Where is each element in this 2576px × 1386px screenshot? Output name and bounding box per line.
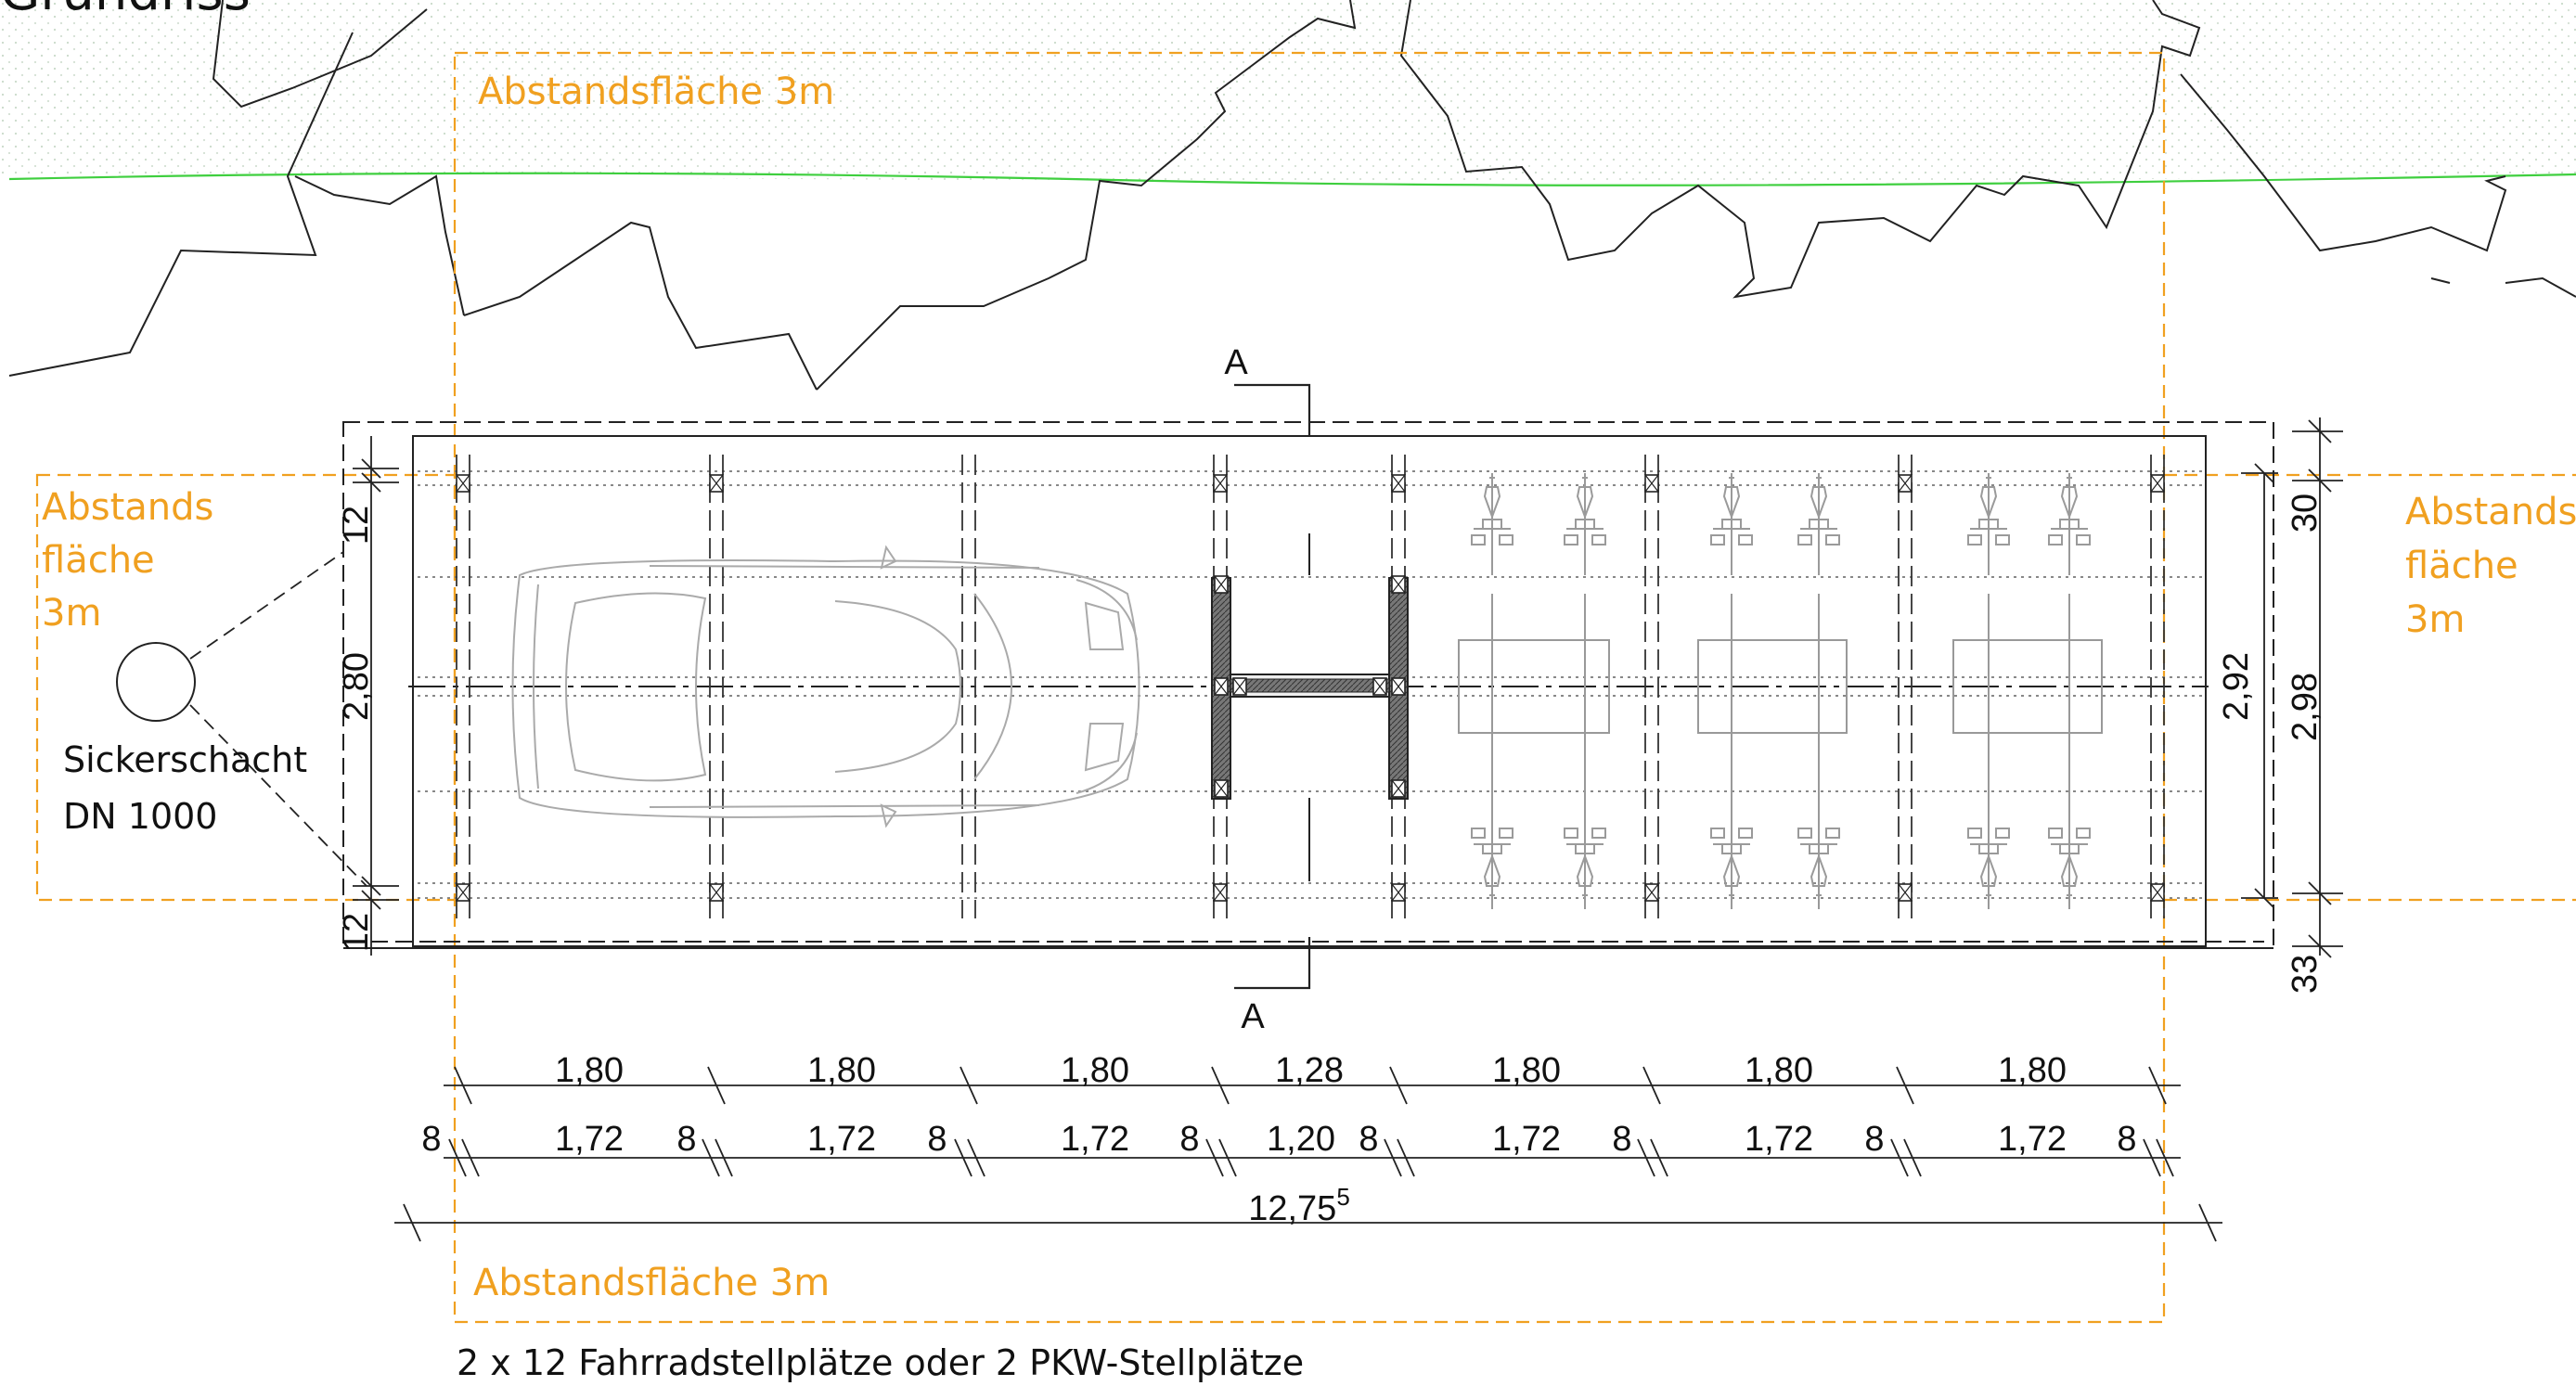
dim-left-middle: 2,80	[337, 652, 376, 721]
dim-left-top: 12	[337, 506, 376, 545]
dim-clear-1: 1,72	[555, 1120, 624, 1159]
dim-right-outer-middle: 2,98	[2286, 673, 2325, 741]
dim-bay-5: 1,80	[1492, 1051, 1561, 1090]
dim-clear-4: 1,20	[1267, 1120, 1335, 1159]
caption: 2 x 12 Fahrradstellplätze oder 2 PKW-Ste…	[457, 1342, 1304, 1383]
dim-clear-2: 1,72	[807, 1120, 876, 1159]
rock-outlines	[8, 0, 2576, 391]
dim-chains-bottom	[394, 1066, 2222, 1242]
dim-chain-right	[2241, 417, 2343, 958]
infiltration-shaft	[116, 551, 367, 887]
spacing-label-right-2: fläche	[2405, 545, 2518, 587]
section-marker-top: A	[1224, 343, 1248, 382]
dim-chain-left	[353, 436, 399, 956]
spacing-label-right-3: 3m	[2405, 598, 2465, 641]
dim-bay-3: 1,80	[1061, 1051, 1129, 1090]
dim-bay-7: 1,80	[1998, 1051, 2067, 1090]
dim-post-1: 8	[421, 1120, 441, 1159]
central-support-frame	[1211, 533, 1409, 881]
dim-post-2: 8	[676, 1120, 696, 1159]
dim-bay-2: 1,80	[807, 1051, 876, 1090]
section-markers: A A	[1224, 343, 1311, 1036]
dim-total: 12,755	[1248, 1183, 1350, 1228]
dim-post-5: 8	[1359, 1120, 1378, 1159]
spacing-label-left-2: fläche	[42, 539, 155, 582]
dim-post-8: 8	[2117, 1120, 2136, 1159]
spacing-label-right-1: Abstands	[2405, 491, 2576, 533]
shaft-label-line1: Sickerschacht	[63, 739, 307, 780]
dim-post-4: 8	[1179, 1120, 1199, 1159]
dim-right-outer-bottom: 33	[2286, 955, 2325, 994]
shaft-label-line2: DN 1000	[63, 796, 217, 837]
bicycles	[1458, 472, 2103, 909]
dim-clear-5: 1,72	[1492, 1120, 1561, 1159]
spacing-areas	[35, 51, 2576, 1324]
spacing-label-left-1: Abstands	[42, 486, 213, 529]
dim-bay-6: 1,80	[1745, 1051, 1813, 1090]
dim-posts: 8 8 8 8 8 8 8 8	[421, 1120, 2136, 1159]
dim-bays: 1,80 1,80 1,80 1,28 1,80 1,80 1,80	[555, 1051, 2067, 1090]
dim-bay-4: 1,28	[1275, 1051, 1344, 1090]
dim-clear-7: 1,72	[1998, 1120, 2067, 1159]
spacing-area-left	[35, 473, 457, 902]
spacing-label-bottom: Abstandsfläche 3m	[473, 1262, 830, 1304]
dim-post-3: 8	[927, 1120, 947, 1159]
dim-right-inner: 2,92	[2217, 652, 2256, 721]
dim-clear-6: 1,72	[1745, 1120, 1813, 1159]
dim-total-superscript: 5	[1336, 1183, 1349, 1211]
page-title: Grundriss	[0, 0, 251, 22]
section-marker-bottom: A	[1241, 997, 1265, 1036]
dim-left-bottom: 12	[337, 913, 376, 952]
dim-post-7: 8	[1864, 1120, 1884, 1159]
dim-bay-1: 1,80	[555, 1051, 624, 1090]
spacing-label-top: Abstandsfläche 3m	[478, 71, 834, 113]
dim-right-outer-top: 30	[2286, 494, 2325, 533]
car-drawing	[511, 545, 1140, 828]
dim-post-6: 8	[1612, 1120, 1631, 1159]
dim-clear-3: 1,72	[1061, 1120, 1129, 1159]
spacing-label-left-3: 3m	[42, 592, 101, 635]
dim-total-value: 12,75	[1248, 1189, 1336, 1228]
dim-clear: 1,72 1,72 1,72 1,20 1,72 1,72 1,72	[555, 1120, 2067, 1159]
terrain-area	[0, 0, 2576, 186]
